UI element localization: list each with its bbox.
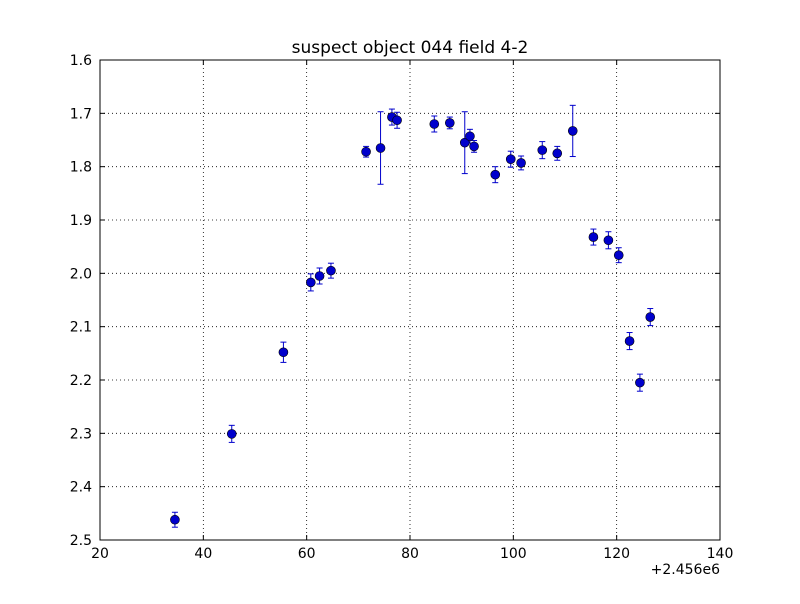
y-axis-tick-labels: 1.6 1.7 1.8 1.9 2.0 2.1 2.2 2.3 2.4 2.5 <box>70 53 92 549</box>
x-axis-tick-labels: 20 40 60 80 100 120 140 <box>91 546 733 562</box>
y-tick-label: 2.3 <box>70 426 92 442</box>
chart-title: suspect object 044 field 4-2 <box>292 38 529 58</box>
grid <box>100 60 720 540</box>
data-point <box>226 429 237 439</box>
data-point <box>490 169 501 180</box>
error-bars <box>171 104 654 528</box>
data-point <box>603 235 614 246</box>
data-point <box>537 145 548 155</box>
x-tick-label: 40 <box>194 546 212 562</box>
data-point <box>444 118 455 128</box>
y-tick-label: 1.7 <box>70 106 92 122</box>
data-point <box>314 271 325 281</box>
y-tick-label: 1.8 <box>70 160 92 176</box>
y-tick-label: 2.5 <box>70 533 92 549</box>
data-point <box>588 232 599 242</box>
y-tick-label: 2.1 <box>70 320 92 336</box>
data-point <box>375 143 386 153</box>
data-point <box>516 158 526 168</box>
x-tick-label: 100 <box>500 546 527 562</box>
data-points <box>170 112 656 525</box>
data-point <box>326 265 336 276</box>
data-point <box>505 154 516 164</box>
y-tick-label: 1.9 <box>70 213 92 229</box>
x-axis-offset-label: +2.456e6 <box>651 562 720 578</box>
data-point <box>567 126 578 136</box>
y-tick-label: 1.6 <box>70 53 92 69</box>
data-point <box>392 115 402 126</box>
data-point <box>459 137 470 148</box>
data-point <box>361 146 371 157</box>
x-tick-label: 120 <box>603 546 630 562</box>
data-point <box>624 336 635 346</box>
x-tick-label: 60 <box>298 546 316 562</box>
x-tick-label: 140 <box>707 546 734 562</box>
data-point <box>170 514 180 525</box>
data-point <box>465 131 475 142</box>
data-point <box>613 250 624 260</box>
data-point <box>635 377 645 388</box>
data-point <box>305 277 316 288</box>
data-point <box>552 148 563 159</box>
data-point <box>645 312 656 322</box>
axis-ticks <box>99 59 721 541</box>
data-point <box>278 347 289 358</box>
y-tick-label: 2.4 <box>70 480 92 496</box>
y-tick-label: 2.0 <box>70 266 92 282</box>
x-tick-label: 80 <box>401 546 419 562</box>
x-tick-label: 20 <box>91 546 109 562</box>
data-point <box>429 119 440 129</box>
y-tick-label: 2.2 <box>70 373 92 389</box>
data-point <box>469 141 479 152</box>
